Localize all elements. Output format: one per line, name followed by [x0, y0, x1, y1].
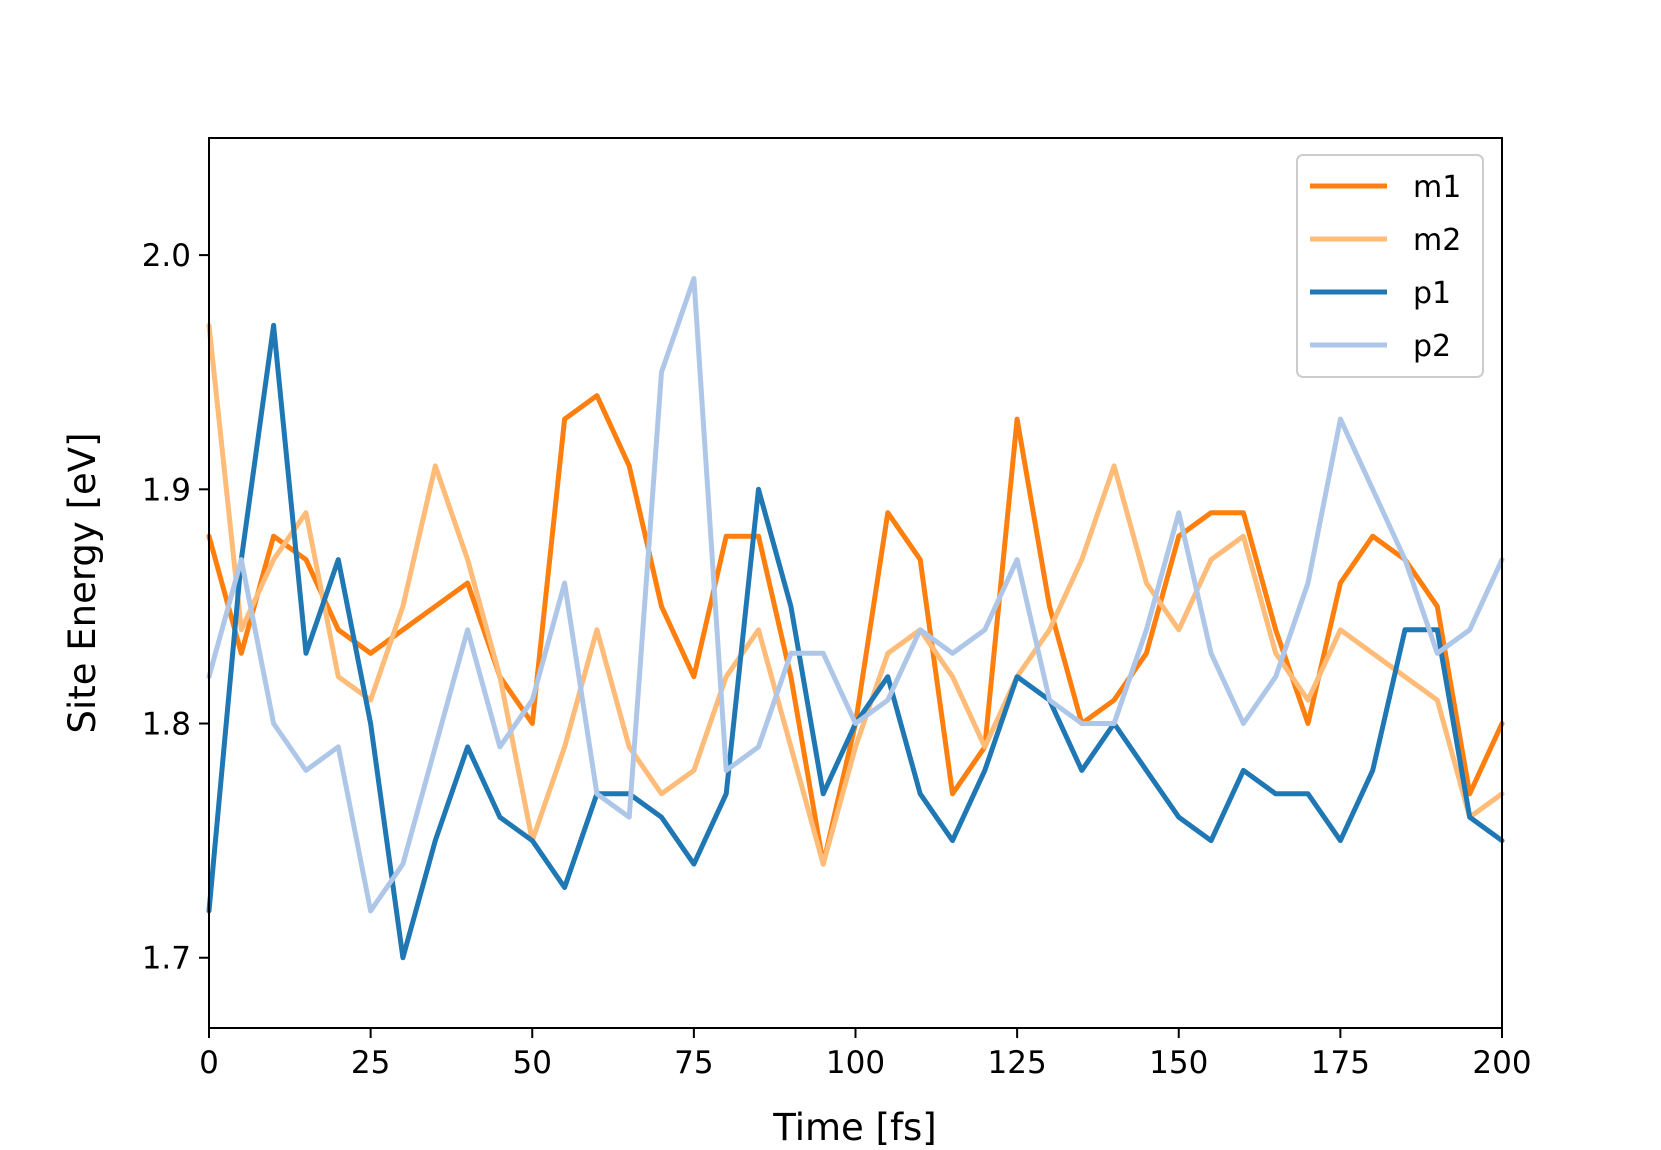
- y-tick-label: 1.8: [142, 707, 191, 743]
- legend-label-m2: m2: [1413, 223, 1461, 258]
- legend-label-p2: p2: [1413, 329, 1451, 364]
- x-tick-label: 125: [988, 1045, 1047, 1081]
- x-axis-title: Time [fs]: [772, 1106, 936, 1149]
- y-axis: 1.7 1.8 1.9 2.0: [142, 238, 209, 977]
- x-tick-label: 100: [826, 1045, 885, 1081]
- legend-box: [1296, 154, 1484, 378]
- legend-label-m1: m1: [1413, 170, 1461, 205]
- series-line-p2: [206, 276, 1505, 914]
- x-tick-label: 25: [351, 1045, 390, 1081]
- series-layer: [206, 276, 1505, 961]
- x-tick-label: 75: [674, 1045, 713, 1081]
- x-tick-label: 0: [199, 1045, 219, 1081]
- legend: m1 m2 p1 p2: [1296, 154, 1484, 378]
- x-tick-label: 200: [1472, 1045, 1531, 1081]
- y-axis-title: Site Energy [eV]: [61, 432, 104, 733]
- x-tick-label: 50: [513, 1045, 552, 1081]
- y-tick-label: 1.7: [142, 941, 191, 977]
- y-tick-label: 1.9: [142, 472, 191, 508]
- x-tick-label: 150: [1149, 1045, 1208, 1081]
- legend-label-p1: p1: [1413, 276, 1451, 311]
- series-line-m2: [206, 322, 1505, 867]
- x-axis: 0 25 50 75 100 125 150 175 200: [199, 1028, 1532, 1081]
- y-tick-label: 2.0: [142, 238, 191, 274]
- x-tick-label: 175: [1311, 1045, 1370, 1081]
